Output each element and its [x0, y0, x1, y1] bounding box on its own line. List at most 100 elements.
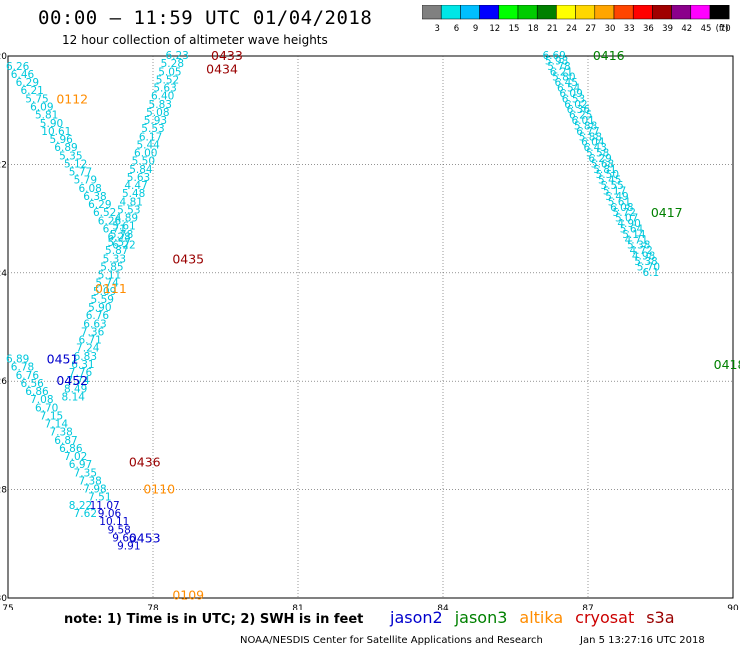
wave-height-value: 5.61 — [112, 221, 135, 233]
wave-height-value: 5.90 — [88, 302, 111, 314]
wave-height-value: 7.76 — [69, 367, 93, 379]
wave-height-value: 7.38 — [49, 427, 72, 439]
wave-height-value: 6.31 — [71, 359, 94, 371]
colorbar-label: 18 — [528, 24, 539, 34]
wave-height-value: 6.69 — [542, 50, 565, 62]
wave-height-value: 6.76 — [16, 370, 40, 382]
wave-height-value: 5.88 — [574, 120, 597, 132]
wave-height-value: 6.77 — [576, 126, 599, 138]
wave-height-value: 6.52 — [93, 207, 116, 219]
wave-height-value: 6.78 — [11, 362, 34, 374]
colorbar-label: 33 — [624, 24, 635, 34]
colorbar-label: 36 — [643, 24, 654, 34]
colorbar-label: 24 — [566, 24, 577, 34]
wave-height-value: 7.08 — [30, 394, 53, 406]
wave-height-plot: 75 78 81 84 87 90 20 22 24 26 28 30 6.235.285.055.52… — [0, 48, 740, 610]
wave-height-value: 5.64 — [620, 223, 644, 235]
wave-height-value: 7.14 — [45, 419, 69, 431]
wave-height-value: 5.17 — [603, 186, 626, 198]
wave-height-value: 7.35 — [74, 467, 97, 479]
wave-height-value: 5.33 — [103, 253, 126, 265]
wave-height-value: 5.53 — [117, 204, 140, 216]
wave-height-value: 5.96 — [49, 134, 73, 146]
pass-label: 0434 — [206, 62, 238, 77]
wave-height-value: 7.98 — [83, 484, 106, 496]
wave-height-value: 5.35 — [59, 150, 82, 162]
plot-frame — [7, 55, 734, 599]
wave-height-value: 6.22 — [112, 240, 135, 252]
wave-height-value: 5.84 — [129, 164, 153, 176]
x-tick-label: 84 — [437, 604, 449, 610]
wave-height-value: 6.46 — [11, 69, 35, 81]
wave-height-value: 6.63 — [83, 318, 106, 330]
wave-height-value: 6.04 — [581, 137, 605, 149]
wave-height-value: 5.81 — [35, 110, 58, 122]
y-tick-label: 24 — [0, 269, 7, 279]
wave-height-value: 4.71 — [625, 234, 648, 246]
wave-height-value: 6.71 — [103, 223, 126, 235]
wave-height-value: 6.43 — [584, 142, 607, 154]
wave-height-value: 5.68 — [591, 158, 614, 170]
wave-height-value: 5.80 — [552, 72, 575, 84]
wave-height-value: 5.50 — [132, 156, 155, 168]
colorbar-unit: (ft) — [716, 24, 729, 34]
x-tick-label: 75 — [2, 604, 13, 610]
wave-height-value: 4.89 — [115, 213, 138, 225]
wave-height-value: 5.98 — [545, 55, 568, 67]
wave-height-value: 5.75 — [25, 93, 48, 105]
wave-height-value: 5.09 — [93, 286, 116, 298]
y-tick-label: 30 — [0, 594, 7, 604]
wave-height-value: 5.28 — [161, 58, 184, 70]
wave-height-value: 8.14 — [62, 391, 86, 403]
x-tick-label: 81 — [292, 604, 303, 610]
y-tick-label: 20 — [0, 52, 7, 62]
pass-label: 0453 — [129, 530, 161, 545]
x-tick-label: 90 — [727, 604, 739, 610]
wave-height-value: 6.29 — [16, 77, 39, 89]
wave-height-value: 6.97 — [69, 459, 92, 471]
wave-height-value: 5.55 — [600, 180, 623, 192]
colorbar-label: 21 — [547, 24, 558, 34]
legend-s3a: s3a — [646, 608, 675, 627]
wave-height-value: 6.21 — [20, 85, 43, 97]
wave-height-value: 5.61 — [608, 196, 631, 208]
wave-height-value: 5.93 — [144, 115, 167, 127]
pass-label: 0435 — [172, 251, 204, 266]
wave-height-value: 5.79 — [74, 175, 97, 187]
wave-height-value: 8.49 — [64, 383, 87, 395]
footnote: note: 1) Time is in UTC; 2) SWH is in fe… — [64, 612, 364, 627]
legend-cryosat: cryosat — [575, 608, 635, 627]
x-tick-label: 78 — [147, 604, 159, 610]
wave-height-value: 5.53 — [141, 123, 164, 135]
pass-label: 0436 — [129, 455, 161, 470]
wave-height-value: 5.38 — [634, 256, 657, 268]
wave-height-value: 9.58 — [107, 524, 130, 536]
wave-height-value: 5.59 — [91, 294, 114, 306]
wave-height-value: 4.81 — [120, 196, 143, 208]
wave-height-value: 7.02 — [64, 451, 87, 463]
wave-height-value: 11.07 — [90, 500, 120, 512]
wave-height-value: 6.71 — [78, 335, 101, 347]
wave-height-value: 6.08 — [78, 183, 101, 195]
pass-label: 0433 — [211, 48, 243, 63]
wave-height-value: 6.26 — [98, 215, 122, 227]
wave-height-value: 5.63 — [153, 83, 176, 95]
chart-title: 00:00 – 11:59 UTC 01/04/2018 — [38, 7, 373, 29]
wave-height-value: 7.74 — [66, 375, 90, 387]
wave-height-value: 5.48 — [122, 188, 145, 200]
colorbar-label: 39 — [662, 24, 673, 34]
wave-height-value: 6.01 — [571, 115, 594, 127]
wave-height-value: 5.08 — [146, 107, 169, 119]
wave-height-value: 5.52 — [156, 74, 179, 86]
wave-height-value: 4.47 — [124, 180, 147, 192]
wave-height-value: 5.11 — [98, 270, 121, 282]
wave-height-value: 6.89 — [54, 142, 77, 154]
wave-height-value: 6.25 — [569, 110, 592, 122]
wave-height-value: 5.14 — [622, 229, 646, 241]
pass-label: 0451 — [47, 352, 79, 367]
wave-height-value: 6.45 — [555, 77, 578, 89]
wave-height-value: 5.70 — [637, 261, 660, 273]
wave-height-value: 5.05 — [158, 66, 181, 78]
wave-height-value: 6.28 — [107, 232, 130, 244]
wave-height-value: 6.86 — [25, 386, 49, 398]
